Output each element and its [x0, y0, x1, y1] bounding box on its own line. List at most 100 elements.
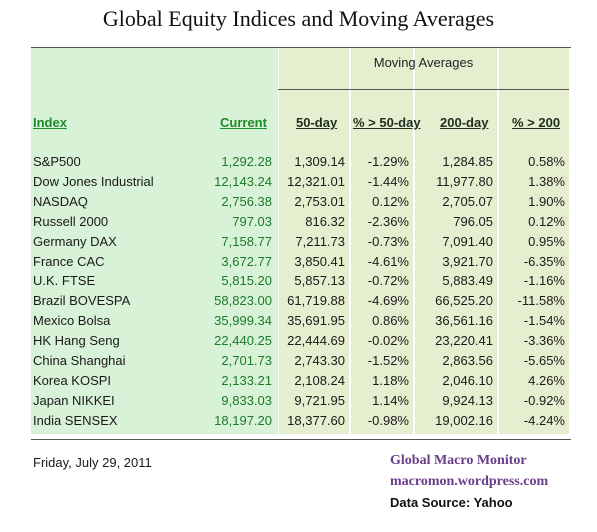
cell-current: 12,143.24	[214, 173, 272, 189]
cell-current: 2,133.21	[221, 372, 272, 388]
cell-50-day: 3,850.41	[294, 253, 345, 269]
cell-50-day: 61,719.88	[287, 293, 345, 309]
cell-200-day: 2,046.10	[442, 372, 493, 388]
cell-50-day: 9,721.95	[294, 392, 345, 408]
cell-pct-above-200: -5.65%	[523, 353, 565, 368]
cell-50-day: 1,309.14	[294, 154, 345, 169]
cell-50-day: 5,857.13	[294, 273, 345, 289]
cell-current: 3,672.77	[221, 253, 272, 269]
header-pct-above-200: % > 200	[512, 115, 561, 130]
cell-50-day: 22,444.69	[287, 333, 345, 349]
cell-200-day: 9,924.13	[442, 392, 493, 408]
cell-index-name: China Shanghai	[33, 353, 126, 368]
cell-pct-above-200: 1.90%	[528, 193, 565, 209]
cell-current: 58,823.00	[214, 293, 272, 309]
cell-50-day: 2,753.01	[294, 193, 345, 209]
cell-50-day: 2,743.30	[294, 353, 345, 368]
cell-index-name: HK Hang Seng	[33, 333, 120, 349]
cell-index-name: S&P500	[33, 154, 81, 169]
col-50day-background	[279, 48, 349, 434]
cell-50-day: 18,377.60	[287, 412, 345, 428]
cell-50-day: 2,108.24	[294, 372, 345, 388]
cell-50-day: 35,691.95	[287, 313, 345, 329]
col-200day-background	[415, 48, 497, 434]
moving-averages-divider	[278, 89, 569, 90]
cell-pct-above-200: -11.58%	[517, 293, 565, 309]
cell-pct-above-200: -1.16%	[523, 273, 565, 289]
header-50-day: 50-day	[296, 115, 338, 130]
cell-50-day: 816.32	[305, 213, 345, 229]
cell-current: 22,440.25	[214, 333, 272, 349]
cell-50-day: 12,321.01	[287, 173, 345, 189]
header-200-day: 200-day	[440, 115, 489, 130]
cell-200-day: 36,561.16	[435, 313, 493, 329]
cell-index-name: Dow Jones Industrial	[33, 173, 154, 189]
cell-pct-above-50: -1.44%	[367, 173, 409, 189]
col-pct200-background	[499, 48, 569, 434]
cell-pct-above-200: 0.58%	[528, 154, 565, 169]
cell-pct-above-200: 0.95%	[528, 233, 565, 249]
cell-pct-above-50: -1.29%	[367, 154, 409, 169]
cell-pct-above-200: -0.92%	[523, 392, 565, 408]
cell-pct-above-200: -1.54%	[523, 313, 565, 329]
cell-50-day: 7,211.73	[295, 233, 345, 249]
brand-site: macromon.wordpress.com	[390, 474, 549, 489]
cell-pct-above-200: -4.24%	[523, 412, 565, 428]
cell-index-name: NASDAQ	[33, 193, 88, 209]
cell-pct-above-200: -3.36%	[523, 333, 565, 349]
cell-current: 7,158.77	[221, 233, 272, 249]
cell-200-day: 5,883.49	[442, 273, 493, 289]
cell-200-day: 7,091.40	[442, 233, 493, 249]
cell-200-day: 23,220.41	[435, 333, 493, 349]
header-index: Index	[33, 115, 67, 130]
cell-index-name: Korea KOSPI	[33, 372, 112, 388]
cell-pct-above-50: -0.73%	[367, 233, 409, 249]
cell-pct-above-50: 1.18%	[372, 372, 409, 388]
cell-current: 35,999.34	[214, 313, 272, 329]
cell-200-day: 796.05	[453, 213, 493, 229]
cell-current: 797.03	[232, 213, 272, 229]
index-current-background	[31, 48, 278, 434]
cell-index-name: Japan NIKKEI	[33, 392, 115, 408]
cell-current: 1,292.28	[221, 154, 272, 169]
data-source: Data Source: Yahoo	[390, 495, 513, 510]
cell-current: 5,815.20	[221, 273, 272, 289]
cell-index-name: India SENSEX	[33, 412, 118, 428]
cell-pct-above-50: -4.61%	[367, 253, 409, 269]
cell-pct-above-50: -0.02%	[367, 333, 409, 349]
cell-index-name: Brazil BOVESPA	[33, 293, 131, 309]
page-title: Global Equity Indices and Moving Average…	[102, 6, 495, 31]
cell-pct-above-50: 0.12%	[372, 193, 409, 209]
cell-pct-above-50: -0.98%	[367, 412, 409, 428]
cell-current: 2,701.73	[221, 353, 272, 368]
moving-averages-header: Moving Averages	[373, 55, 474, 70]
bottom-divider	[31, 439, 571, 440]
cell-pct-above-200: -6.35%	[523, 253, 565, 269]
cell-200-day: 66,525.20	[435, 293, 493, 309]
cell-pct-above-200: 4.26%	[528, 372, 565, 388]
cell-200-day: 1,284.85	[442, 154, 493, 169]
cell-pct-above-50: -0.72%	[367, 273, 409, 289]
cell-200-day: 2,705.07	[442, 193, 493, 209]
cell-index-name: France CAC	[33, 253, 105, 269]
cell-index-name: Germany DAX	[33, 233, 117, 249]
cell-pct-above-50: 0.86%	[372, 313, 409, 329]
cell-index-name: Russell 2000	[33, 213, 109, 229]
cell-index-name: U.K. FTSE	[33, 273, 96, 289]
cell-200-day: 2,863.56	[442, 353, 493, 368]
cell-current: 9,833.03	[221, 392, 272, 408]
cell-pct-above-50: -2.36%	[367, 213, 409, 229]
col-pct50-background	[351, 48, 413, 434]
brand-name: Global Macro Monitor	[390, 453, 527, 468]
cell-200-day: 3,921.70	[442, 253, 493, 269]
header-current: Current	[220, 115, 267, 130]
header-pct-above-50: % > 50-day	[353, 115, 421, 130]
cell-pct-above-50: -1.52%	[367, 353, 409, 368]
cell-200-day: 11,977.80	[436, 173, 493, 189]
cell-pct-above-50: -4.69%	[367, 293, 409, 309]
top-divider	[31, 47, 571, 48]
cell-pct-above-50: 1.14%	[372, 392, 409, 408]
report-date: Friday, July 29, 2011	[33, 455, 152, 470]
cell-index-name: Mexico Bolsa	[33, 313, 111, 329]
cell-current: 18,197.20	[214, 412, 272, 428]
